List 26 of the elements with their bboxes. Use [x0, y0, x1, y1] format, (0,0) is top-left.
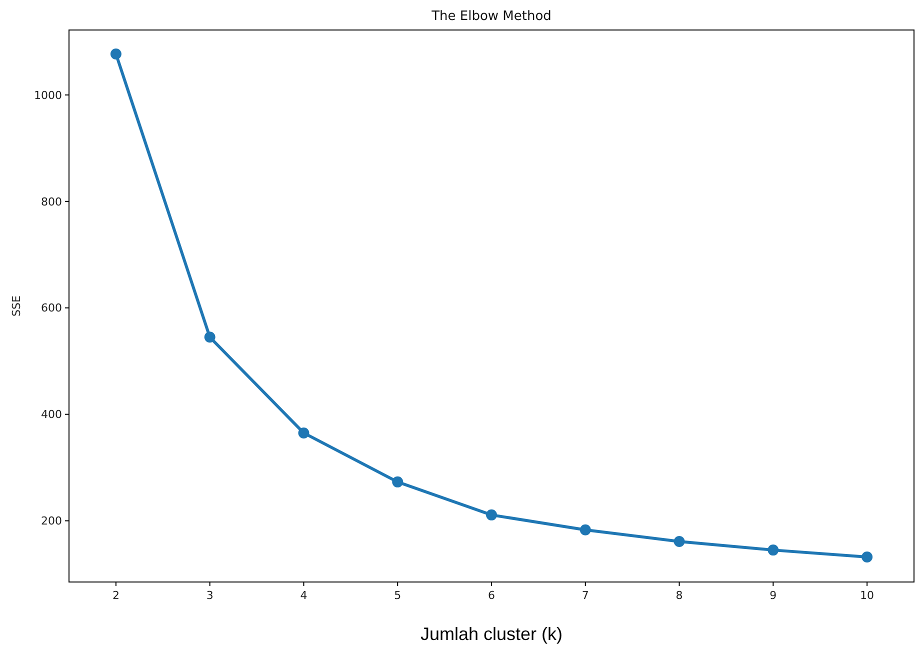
- y-tick-label: 800: [41, 195, 62, 208]
- point: [674, 536, 685, 548]
- point: [862, 551, 873, 562]
- point: [580, 524, 591, 536]
- x-axis-title: Jumlah cluster (k): [420, 624, 563, 644]
- x-tick-label: 7: [582, 589, 589, 602]
- chart-title: The Elbow Method: [430, 9, 552, 24]
- y-tick-label: 200: [41, 514, 62, 528]
- point: [110, 48, 122, 60]
- point: [298, 427, 310, 438]
- x-tick-label: 3: [206, 589, 214, 602]
- point: [204, 332, 216, 343]
- y-tick-label: 400: [41, 408, 62, 422]
- y-tick-label: 600: [41, 302, 62, 315]
- y-tick-label: 1000: [34, 88, 62, 102]
- x-tick-label: 9: [770, 589, 777, 602]
- point: [486, 509, 497, 520]
- x-tick-label: 10: [860, 589, 874, 602]
- x-tick-label: 6: [488, 589, 495, 602]
- x-tick-label: 2: [112, 589, 120, 602]
- y-axis-title: SSE: [10, 295, 23, 316]
- point: [768, 544, 779, 556]
- x-tick-label: 5: [394, 589, 402, 602]
- x-tick-label: 8: [676, 589, 683, 602]
- x-tick-label: 4: [300, 589, 308, 602]
- point: [392, 476, 404, 488]
